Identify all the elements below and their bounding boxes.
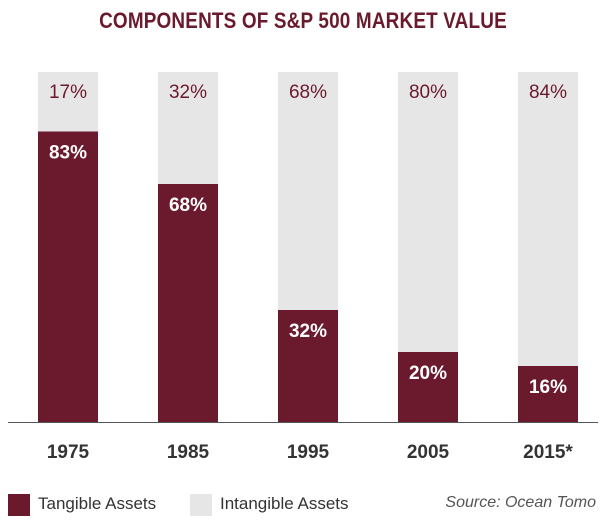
x-tick-label-1995: 1995 bbox=[287, 442, 330, 463]
legend-label-intangible: Intangible Assets bbox=[220, 494, 349, 513]
bar-intangible-2015* bbox=[518, 72, 578, 366]
bar-tangible-1975 bbox=[38, 131, 98, 422]
legend-swatch-intangible bbox=[190, 494, 212, 516]
bar-intangible-1995 bbox=[278, 72, 338, 310]
bar-tangible-2015* bbox=[518, 366, 578, 422]
data-label-tangible-2005: 20% bbox=[409, 363, 447, 384]
chart-title: COMPONENTS OF S&P 500 MARKET VALUE bbox=[99, 8, 507, 33]
data-label-intangible-2005: 80% bbox=[409, 82, 447, 103]
source-note: Source: Ocean Tomo bbox=[445, 494, 596, 511]
data-label-tangible-1995: 32% bbox=[289, 321, 327, 342]
x-tick-label-2015*: 2015* bbox=[523, 442, 573, 463]
bar-intangible-1975 bbox=[38, 72, 98, 132]
data-label-intangible-2015*: 84% bbox=[529, 82, 567, 103]
x-tick-label-2005: 2005 bbox=[407, 442, 450, 463]
bar-intangible-2005 bbox=[398, 72, 458, 352]
x-tick-label-1985: 1985 bbox=[167, 442, 210, 463]
data-label-intangible-1995: 68% bbox=[289, 82, 327, 103]
data-label-intangible-1985: 32% bbox=[169, 82, 207, 103]
legend-swatch-tangible bbox=[8, 494, 30, 516]
stacked-bar-chart: 17% 83% 1975 32% 68% 1985 68% 32% 1995 80% 20% 2005… bbox=[8, 72, 598, 463]
bar-tangible-1995 bbox=[278, 310, 338, 422]
data-label-tangible-1975: 83% bbox=[49, 143, 87, 164]
data-label-intangible-1975: 17% bbox=[49, 82, 87, 103]
data-label-tangible-2015*: 16% bbox=[529, 377, 567, 398]
x-tick-label-1975: 1975 bbox=[47, 442, 90, 463]
data-label-tangible-1985: 68% bbox=[169, 195, 207, 216]
legend: Tangible Assets Intangible Assets bbox=[0, 488, 606, 518]
bar-tangible-2005 bbox=[398, 352, 458, 422]
legend-label-tangible: Tangible Assets bbox=[38, 494, 157, 513]
bar-tangible-1985 bbox=[158, 184, 218, 422]
bar-intangible-1985 bbox=[158, 72, 218, 184]
